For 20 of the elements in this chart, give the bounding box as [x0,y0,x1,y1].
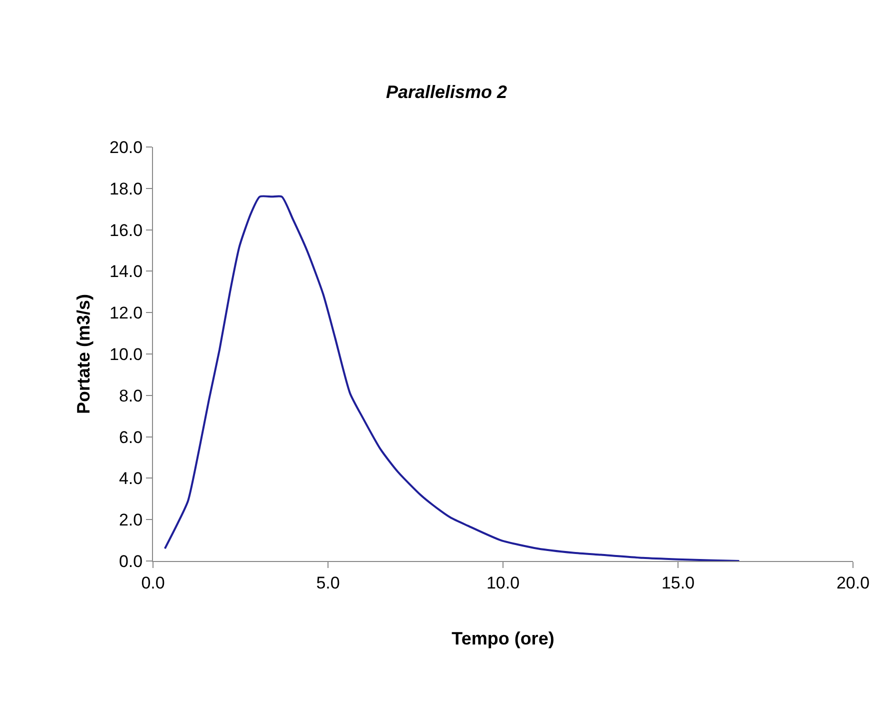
y-tick-label: 2.0 [118,510,143,530]
y-tick-label: 14.0 [110,262,143,282]
y-tick-label: 4.0 [118,469,143,488]
y-tick-label: 16.0 [110,220,143,240]
x-tick-label: 5.0 [316,573,340,592]
x-tick-label: 15.0 [661,573,695,592]
y-tick-label: 8.0 [118,386,143,406]
x-tick-label: 0.0 [141,573,165,592]
y-tick-label: 12.0 [110,304,143,323]
x-tick-label: 10.0 [486,573,520,592]
chart-title: Parallelismo 2 [386,82,508,102]
y-tick-label: 18.0 [110,179,143,198]
x-tick-label: 20.0 [836,573,870,592]
y-tick-label: 10.0 [110,344,143,364]
y-tick-label: 20.0 [110,138,143,157]
y-tick-label: 6.0 [118,428,143,447]
y-axis-title: Portate (m3/s) [74,294,94,414]
y-tick-label: 0.0 [118,552,143,571]
line-series [164,196,740,561]
x-axis-title: Tempo (ore) [452,628,554,648]
